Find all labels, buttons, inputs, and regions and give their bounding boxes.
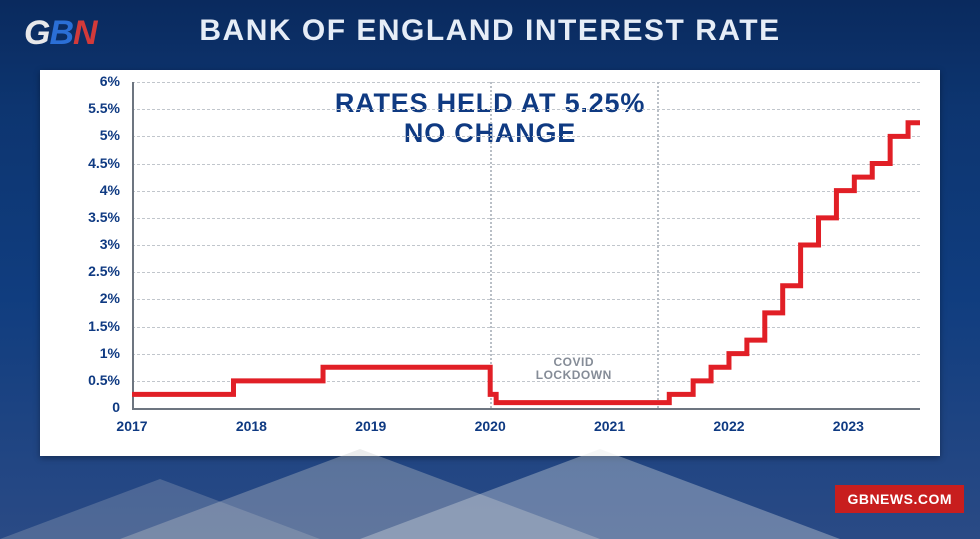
rate-series-line — [40, 70, 940, 456]
x-tick-label: 2022 — [713, 418, 744, 434]
url-badge: GBNEWS.COM — [835, 485, 964, 513]
page-title: BANK OF ENGLAND INTEREST RATE — [0, 14, 980, 48]
x-tick-label: 2019 — [355, 418, 386, 434]
x-tick-label: 2020 — [475, 418, 506, 434]
floor-decoration — [0, 449, 980, 539]
x-tick-label: 2017 — [116, 418, 147, 434]
broadcast-graphic: GBN BANK OF ENGLAND INTEREST RATE RATES … — [0, 0, 980, 539]
x-tick-label: 2021 — [594, 418, 625, 434]
x-tick-label: 2018 — [236, 418, 267, 434]
chart-card: RATES HELD AT 5.25% NO CHANGE 00.5%1%1.5… — [40, 70, 940, 456]
x-tick-label: 2023 — [833, 418, 864, 434]
